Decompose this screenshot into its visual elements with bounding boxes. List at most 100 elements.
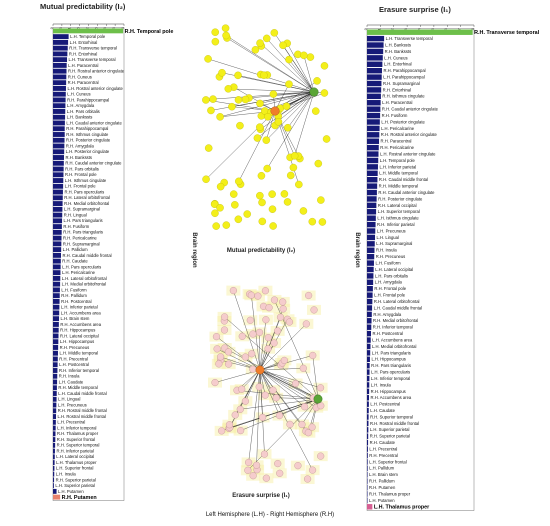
mutual-predictability-bar-chart: Mutual predictability (I₂) Brain region … [40,2,197,501]
right-bar-label: L.H. Precentral [369,446,397,451]
right-bar [367,446,368,452]
left-bar-label: L.H. Thalamus proper [56,460,97,465]
left-bar-label: R.H. Parahippocampal [67,97,109,102]
left-bar [53,126,65,132]
network-node [237,427,245,435]
right-bar-label: L.H. Caudal middle frontal [374,305,422,310]
network-node [270,339,278,347]
right-bar-label: L.H. Superior parietal [370,427,410,432]
right-bar [367,100,381,106]
network-node [262,136,271,144]
network-node [241,353,249,361]
right-bar [367,369,370,375]
network-edge [245,369,261,402]
network-node [234,215,243,224]
left-bar [53,368,58,373]
network-edge [266,38,315,93]
left-bar-label: L.H. Lingual [58,397,80,402]
left-tick-label: 4 [121,27,125,29]
left-bar [53,339,59,345]
left-bar [53,114,66,120]
network-node [211,28,219,36]
right-bar [367,362,370,369]
network-node [202,175,210,184]
right-bar-label: L.H. Rostral anterior cingulate [380,151,436,156]
left-bar [53,201,63,207]
network-node [290,152,299,160]
left-bar-label: L.H. Isthmus cingulate [65,178,107,183]
left-bar [53,345,59,350]
network-node [256,191,264,200]
left-bar [53,68,67,74]
left-bar [53,327,59,333]
network-node [256,99,264,108]
right-bar [367,350,371,356]
network-node [225,360,233,368]
network-node [212,333,221,341]
network-node [272,394,280,402]
network-node [212,222,220,230]
right-bar [367,260,374,266]
right-bar [367,401,369,407]
network-node [304,475,312,483]
left-bar [53,373,58,379]
network-node [261,287,270,295]
left-bar [53,206,63,212]
right-bar [367,119,380,125]
left-bar [53,396,57,402]
right-bar-label: L.H. Superior temporal [378,209,420,214]
right-tick-label: 6 [444,28,448,30]
left-bar-label: R.H. Superior frontal [57,437,95,442]
right-bar [367,144,379,151]
left-bar-label: L.H. Cuneus [67,92,90,97]
right-bar [367,478,368,484]
network-node [283,198,292,206]
left-bar [53,80,67,86]
network-node [286,171,295,180]
left-bar-label: L.H. Caudate [59,379,84,384]
network-node [316,384,325,392]
left-bar-label: R.H. Isthmus cingulate [66,132,109,137]
left-bar-label: L.H. Pars triangularis [64,218,103,223]
left-bar [53,408,57,414]
right-bar [367,112,381,119]
left-bar [53,483,54,489]
left-bar [53,143,65,149]
network-edge [259,369,263,418]
left-bar-label: R.H. Pallidum [61,293,87,298]
right-bar-label: R.H. Caudal anterior cingulate [382,107,439,112]
right-tick-label: 4 [418,28,422,30]
network-edge [257,91,315,139]
erasure-surprise-bar-chart: Erasure surprise (I₁) Brain region 0 1 2 3 4… [354,5,540,511]
network-node [305,291,313,300]
left-bar [53,160,64,166]
network-edge [259,369,313,471]
left-bar-label: L.H. Pars opercularis [62,264,101,269]
left-bar [53,172,64,178]
right-bar-label: R.H. Precentral [369,453,398,458]
network-node [246,316,254,324]
network-node [216,204,224,212]
network-node [248,350,256,358]
right-bar-label: R.H. Inferior temporal [373,325,413,330]
network-node [254,292,262,300]
network-node [211,378,219,387]
right-bar [367,125,380,132]
left-bar-label: L.H. Frontal pole [65,184,97,189]
right-bar [367,465,368,472]
left-bar [53,293,60,299]
network-erasure-surprise [208,285,328,485]
network-node [229,286,237,295]
network-mutual-predictability [202,24,331,230]
network-node [241,397,249,405]
left-bar [53,85,66,91]
right-tick-label: 3 [404,28,408,30]
right-bar [367,459,368,465]
right-bar-label: R.H. Pallidum [369,479,395,484]
right-bar [367,183,378,189]
left-bar-label: R.H. Postcentral [61,299,92,304]
network-node [234,71,242,80]
right-bar-label: L.H. Pars orbitalis [375,273,408,278]
right-bar-label: L.H. Isthmus cingulate [377,216,419,221]
left-bar-label: L.H. Accumbens area [61,310,102,315]
